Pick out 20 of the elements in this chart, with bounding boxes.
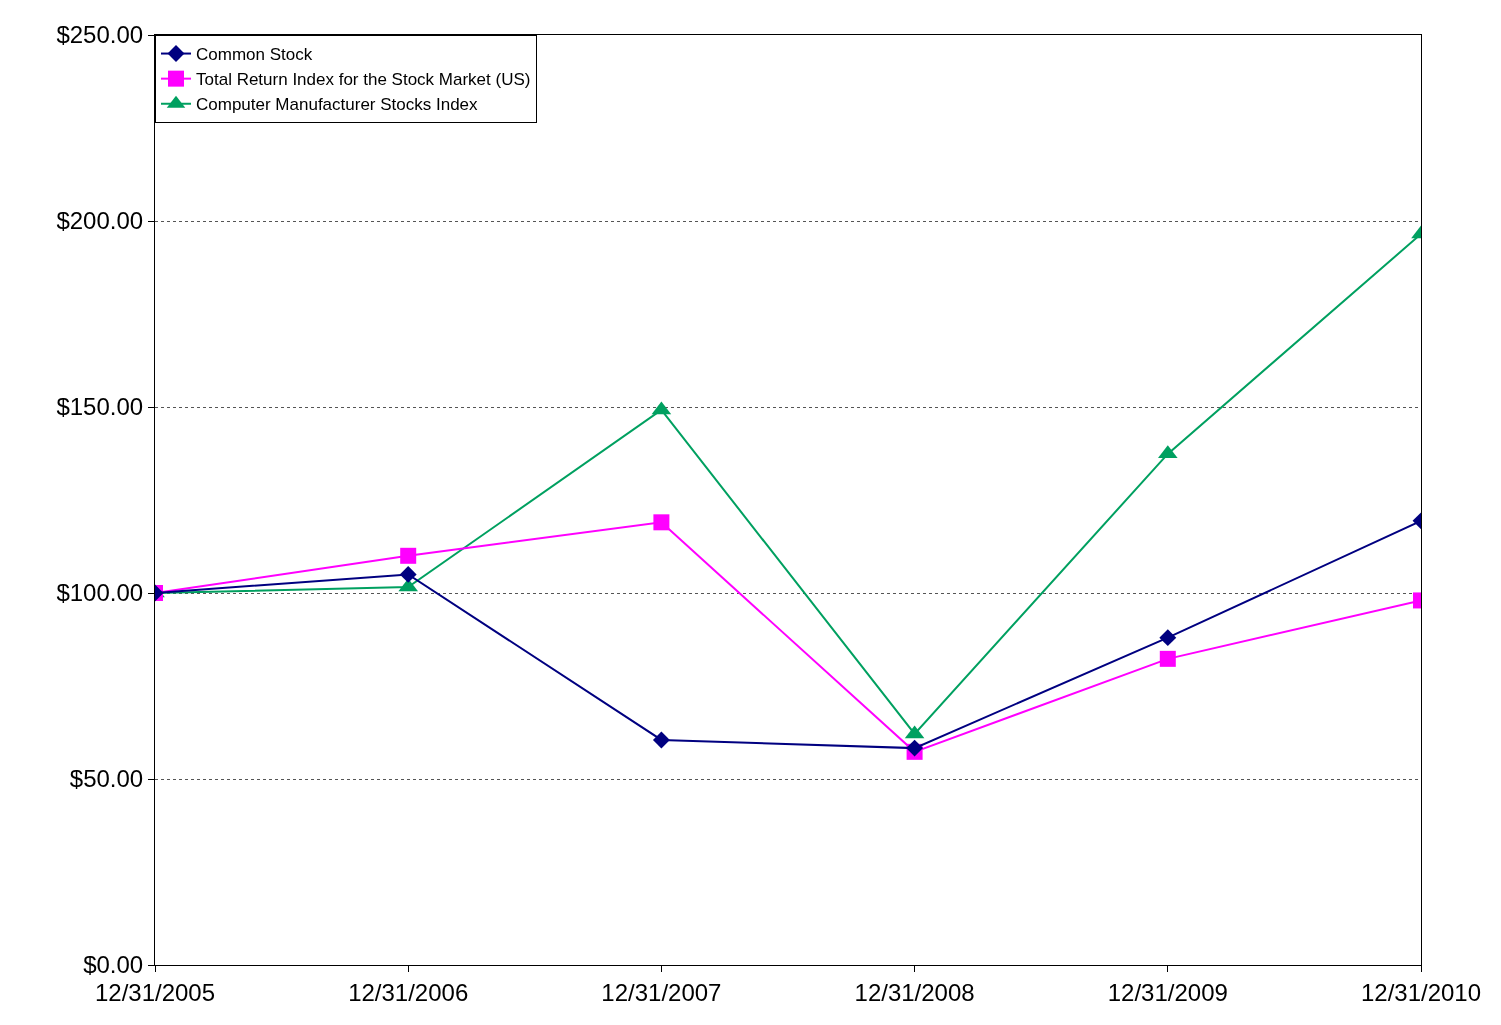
y-tick-label: $250.00 [56, 21, 144, 49]
point [400, 547, 417, 564]
x-tick-label: 12/31/2007 [601, 978, 722, 1006]
legend-label: Common Stock [196, 45, 313, 65]
x-tick-label: 12/31/2006 [348, 978, 469, 1006]
x-tick-label: 12/31/2005 [94, 978, 216, 1006]
point [652, 731, 670, 749]
x-tick-label: 12/31/2010 [1360, 978, 1482, 1006]
point [653, 514, 670, 531]
y-tick-label: $100.00 [56, 579, 144, 607]
y-tick-label: $50.00 [69, 765, 144, 793]
x-tick-label: 12/31/2009 [1107, 978, 1228, 1006]
y-tick-label: $0.00 [83, 951, 144, 979]
x-tick-label: 12/31/2008 [854, 978, 975, 1006]
legend-label: Computer Manufacturer Stocks Index [196, 95, 479, 115]
y-tick-label: $200.00 [56, 207, 144, 235]
legend-label: Total Return Index for the Stock Market (US) [196, 70, 531, 90]
point [906, 739, 924, 757]
y-tick-label: $150.00 [56, 393, 144, 421]
point [399, 565, 417, 583]
